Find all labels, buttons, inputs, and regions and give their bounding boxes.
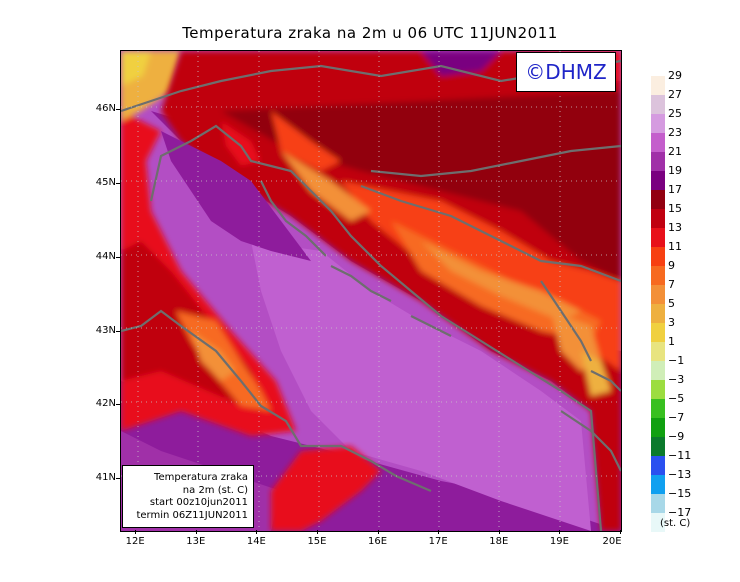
- legend-label: 7: [668, 278, 675, 291]
- lon-tick-label: 13E: [186, 536, 206, 547]
- legend-swatch: [651, 95, 665, 114]
- lat-tick-mark: [116, 182, 120, 184]
- lon-tick-mark: [559, 530, 561, 534]
- legend-label: 11: [668, 240, 682, 253]
- legend-label: −11: [668, 449, 692, 462]
- lon-tick-label: 15E: [307, 536, 327, 547]
- legend-swatch: [651, 133, 665, 152]
- legend-label: −15: [668, 487, 692, 500]
- legend-swatch: [651, 399, 665, 418]
- legend-swatch: [651, 209, 665, 228]
- legend-label: 9: [668, 259, 675, 272]
- lon-tick-mark: [498, 530, 500, 534]
- legend-swatch: [651, 190, 665, 209]
- open-sea-light: [251, 241, 591, 531]
- legend-label: 21: [668, 145, 682, 158]
- lon-tick-mark: [438, 530, 440, 534]
- coastlines: [121, 59, 621, 531]
- dhmz-logo: ©DHMZ: [516, 52, 616, 92]
- legend-label: 25: [668, 107, 682, 120]
- lon-tick-label: 12E: [125, 536, 145, 547]
- legend-swatch: [651, 475, 665, 494]
- lon-tick-label: 18E: [489, 536, 509, 547]
- lon-tick-label: 19E: [549, 536, 569, 547]
- legend-swatch: [651, 361, 665, 380]
- legend-swatch: [651, 494, 665, 513]
- legend-swatch: [651, 380, 665, 399]
- map-title: Temperatura zraka na 2m u 06 UTC 11JUN20…: [182, 24, 558, 42]
- lat-tick-mark: [116, 478, 120, 480]
- lon-tick-label: 16E: [368, 536, 388, 547]
- lon-tick-mark: [195, 530, 197, 534]
- legend-swatch: [651, 285, 665, 304]
- lat-tick-mark: [116, 109, 120, 111]
- lat-tick-label: 41N: [95, 472, 116, 484]
- legend-swatch: [651, 418, 665, 437]
- lon-tick-label: 17E: [428, 536, 448, 547]
- lon-tick-mark: [620, 530, 621, 534]
- legend-swatch: [651, 456, 665, 475]
- lon-tick-label: 14E: [246, 536, 266, 547]
- temperature-map: [121, 51, 621, 531]
- legend-label: 15: [668, 202, 682, 215]
- lat-tick-mark: [116, 330, 120, 332]
- legend-label: 3: [668, 316, 675, 329]
- legend-label: −1: [668, 354, 685, 367]
- graticule: [121, 51, 621, 531]
- lon-tick-mark: [377, 530, 379, 534]
- info-line-variable: Temperatura zraka: [154, 472, 248, 483]
- lat-tick-label: 46N: [95, 103, 116, 115]
- legend-swatch: [651, 437, 665, 456]
- legend-label: 5: [668, 297, 675, 310]
- balkan-land: [161, 51, 621, 531]
- istria-land: [221, 121, 261, 166]
- legend-label: 23: [668, 126, 682, 139]
- legend-label: 19: [668, 164, 682, 177]
- legend-swatch: [651, 76, 665, 95]
- legend-label: −3: [668, 373, 685, 386]
- info-line-unit: na 2m (st. C): [182, 484, 248, 496]
- legend-label: 29: [668, 69, 682, 82]
- legend-label: −13: [668, 468, 692, 481]
- legend-label: −7: [668, 411, 685, 424]
- lat-tick-label: 43N: [95, 324, 116, 336]
- info-line-termin: termin 06Z11JUN2011: [136, 509, 248, 521]
- legend-label: 17: [668, 183, 682, 196]
- lon-tick-mark: [256, 530, 258, 534]
- kvarner-sea: [161, 131, 311, 261]
- apulia-land: [271, 446, 381, 531]
- legend-swatch: [651, 228, 665, 247]
- legend-label: −17: [668, 506, 692, 519]
- legend-swatch: [651, 266, 665, 285]
- info-box: Temperatura zraka na 2m (st. C) start 00…: [122, 465, 254, 528]
- legend-label: −5: [668, 392, 685, 405]
- legend-swatch: [651, 513, 665, 532]
- legend-swatch: [651, 323, 665, 342]
- legend-unit: (st. C): [660, 518, 691, 529]
- legend-swatch: [651, 114, 665, 133]
- lon-tick-label: 20E: [602, 536, 622, 547]
- map-frame: [120, 50, 622, 532]
- lon-tick-mark: [316, 530, 318, 534]
- legend-label: −9: [668, 430, 685, 443]
- lon-tick-mark: [135, 530, 137, 534]
- lat-tick-mark: [116, 256, 120, 258]
- legend-label: 1: [668, 335, 675, 348]
- legend-swatch: [651, 247, 665, 266]
- lat-tick-label: 42N: [95, 398, 116, 410]
- info-line-start: start 00z10jun2011: [149, 497, 248, 508]
- legend-swatch: [651, 171, 665, 190]
- legend-label: 27: [668, 88, 682, 101]
- lat-tick-label: 45N: [95, 176, 116, 188]
- legend-swatch: [651, 152, 665, 171]
- legend-swatch: [651, 342, 665, 361]
- lat-tick-mark: [116, 404, 120, 406]
- legend-label: 13: [668, 221, 682, 234]
- legend-swatch: [651, 304, 665, 323]
- lat-tick-label: 44N: [95, 250, 116, 262]
